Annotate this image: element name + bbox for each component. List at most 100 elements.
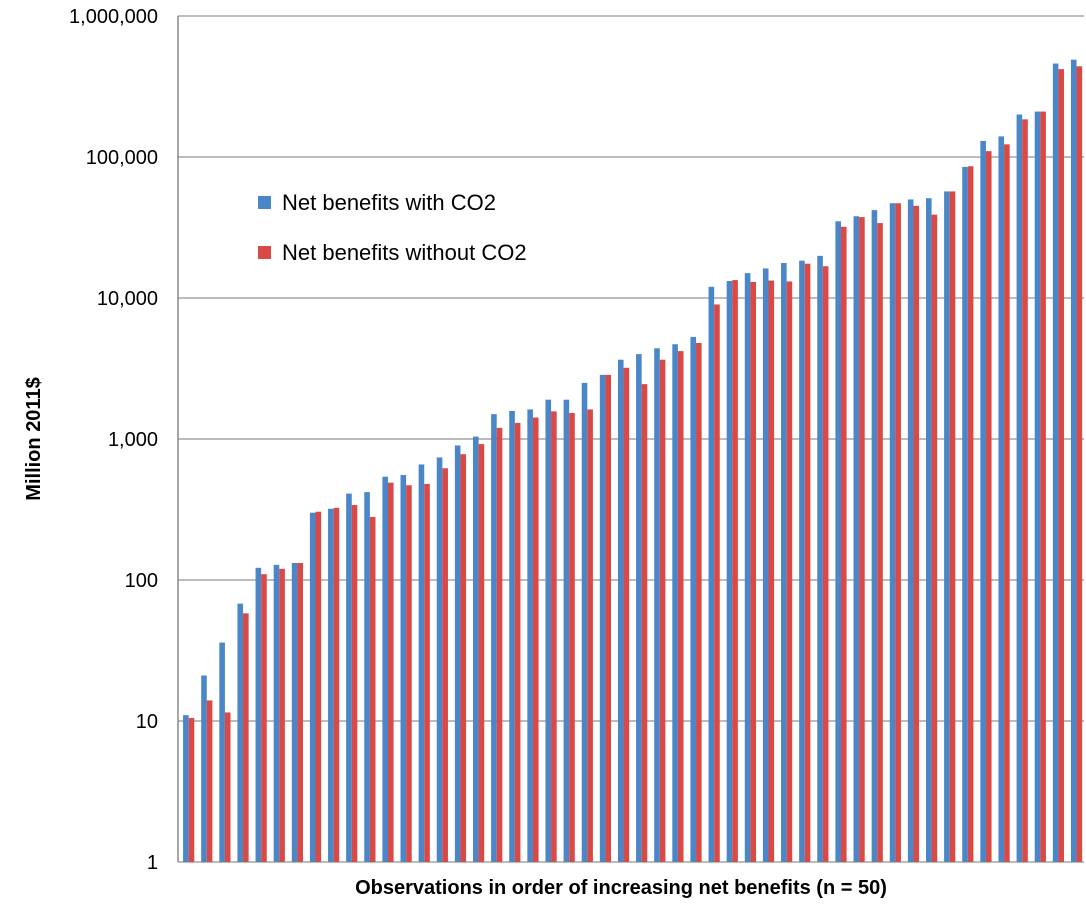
bar-without-co2 <box>804 263 811 862</box>
bar-without-co2 <box>967 166 974 862</box>
bar-without-co2 <box>931 214 938 862</box>
bar-with-co2 <box>472 436 479 862</box>
bar-without-co2 <box>985 151 992 862</box>
bar-without-co2 <box>768 280 775 862</box>
y-tick-label: 100 <box>125 570 158 592</box>
y-tick-label: 100,000 <box>86 147 158 169</box>
y-axis-title: Million 2011$ <box>23 377 45 500</box>
bar-without-co2 <box>333 507 340 862</box>
y-tick-label: 10 <box>136 711 158 733</box>
bar-without-co2 <box>677 351 684 862</box>
bar-without-co2 <box>460 454 467 862</box>
bar-with-co2 <box>980 140 986 863</box>
y-tick-labels: 1 10 100 1,000 10,000 100,000 1,000,000 <box>69 6 158 874</box>
bar-with-co2 <box>328 508 334 862</box>
bar-without-co2 <box>641 384 648 862</box>
bar-with-co2 <box>183 715 189 862</box>
bar-with-co2 <box>581 382 588 862</box>
bar-with-co2 <box>998 136 1005 863</box>
bar-with-co2 <box>690 336 697 863</box>
x-axis-title: Observations in order of increasing net … <box>355 877 887 899</box>
bar-without-co2 <box>279 568 285 862</box>
bar-with-co2 <box>237 603 244 862</box>
bar-with-co2 <box>1070 59 1077 862</box>
bar-with-co2 <box>382 476 388 862</box>
bar-without-co2 <box>1004 144 1010 863</box>
bar-with-co2 <box>744 273 751 862</box>
bar-without-co2 <box>1022 119 1028 862</box>
bar-without-co2 <box>1040 111 1046 862</box>
bar-without-co2 <box>297 562 303 862</box>
bar-with-co2 <box>346 493 352 862</box>
bar-without-co2 <box>732 280 738 862</box>
bar-without-co2 <box>315 511 322 862</box>
y-tick-label: 1,000 <box>108 429 158 451</box>
bar-with-co2 <box>255 567 262 862</box>
bar-without-co2 <box>478 444 485 862</box>
y-tick-label: 10,000 <box>97 288 158 310</box>
bar-without-co2 <box>206 700 213 862</box>
bar-with-co2 <box>617 359 624 862</box>
bar-with-co2 <box>1052 63 1059 862</box>
bar-with-co2 <box>273 564 280 862</box>
bar-with-co2 <box>527 409 533 862</box>
bar-with-co2 <box>799 260 805 863</box>
y-tick-label: 1 <box>147 852 158 874</box>
bar-without-co2 <box>514 422 521 862</box>
bar-with-co2 <box>309 512 316 862</box>
legend-label-with-co2: Net benefits with CO2 <box>282 190 496 215</box>
legend-label-without-co2: Net benefits without CO2 <box>282 240 527 265</box>
bar-without-co2 <box>895 203 901 863</box>
legend-swatch-without-co2 <box>258 246 271 259</box>
bar-with-co2 <box>599 374 606 862</box>
bar-without-co2 <box>188 718 195 862</box>
bar-without-co2 <box>859 217 865 862</box>
bar-without-co2 <box>696 342 702 863</box>
bar-with-co2 <box>817 255 823 863</box>
bar-without-co2 <box>424 483 430 862</box>
bar-without-co2 <box>496 427 503 862</box>
bar-without-co2 <box>822 266 829 862</box>
bars <box>183 59 1083 863</box>
bar-without-co2 <box>261 574 267 862</box>
bar-without-co2 <box>1058 69 1065 863</box>
bar-with-co2 <box>436 457 443 862</box>
bar-without-co2 <box>623 367 630 862</box>
bar-without-co2 <box>786 281 793 863</box>
bar-without-co2 <box>605 374 612 862</box>
bar-with-co2 <box>418 464 425 862</box>
bar-with-co2 <box>925 198 932 862</box>
bar-without-co2 <box>714 304 720 863</box>
bar-with-co2 <box>781 263 787 862</box>
bar-with-co2 <box>1034 111 1041 862</box>
bar-with-co2 <box>509 410 515 862</box>
bar-with-co2 <box>454 445 461 862</box>
bar-without-co2 <box>551 411 557 862</box>
bar-with-co2 <box>563 399 570 862</box>
bar-with-co2 <box>835 221 841 863</box>
bar-without-co2 <box>532 417 539 862</box>
y-tick-label: 1,000,000 <box>69 6 158 28</box>
bar-without-co2 <box>949 191 956 863</box>
bar-without-co2 <box>913 205 920 862</box>
bar-with-co2 <box>201 675 207 862</box>
bar-without-co2 <box>750 281 756 863</box>
bar-with-co2 <box>491 414 497 862</box>
bar-with-co2 <box>871 210 878 863</box>
bar-without-co2 <box>840 226 847 862</box>
bar-with-co2 <box>654 348 660 862</box>
bar-with-co2 <box>291 562 298 862</box>
bar-with-co2 <box>545 399 552 862</box>
bar-with-co2 <box>726 280 733 862</box>
bar-with-co2 <box>762 268 769 862</box>
bar-with-co2 <box>400 475 407 862</box>
bar-without-co2 <box>351 505 358 862</box>
legend-swatch-with-co2 <box>258 196 271 209</box>
bar-without-co2 <box>442 468 448 862</box>
bar-without-co2 <box>224 712 231 862</box>
legend: Net benefits with CO2 Net benefits witho… <box>258 190 527 265</box>
bar-without-co2 <box>243 613 249 862</box>
bar-without-co2 <box>1076 66 1083 862</box>
bar-with-co2 <box>364 492 370 862</box>
